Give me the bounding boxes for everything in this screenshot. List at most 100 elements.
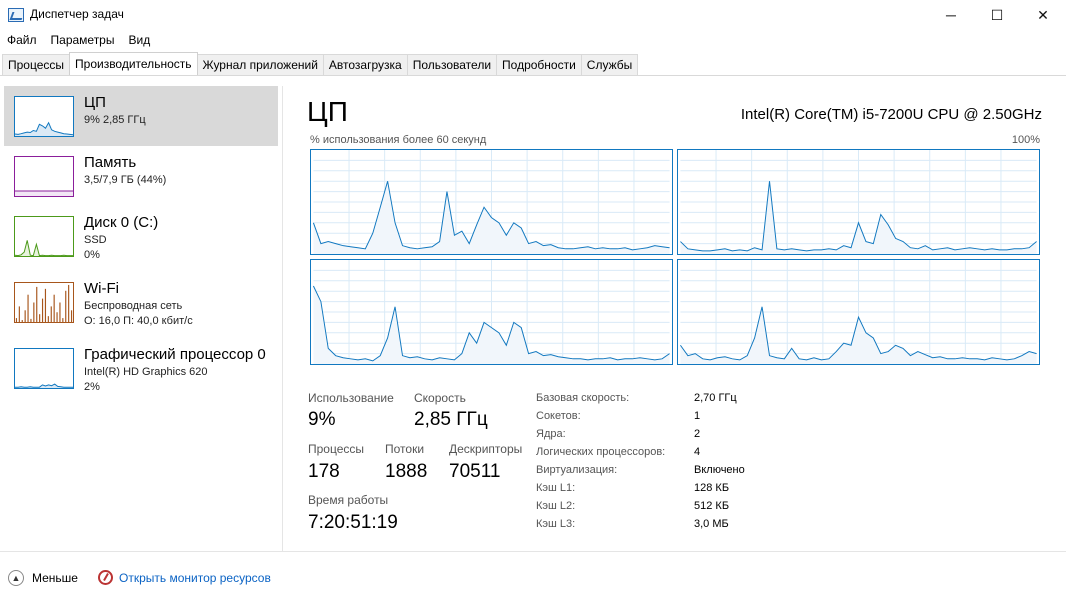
window-title: Диспетчер задач [30, 7, 124, 21]
cpu-thumbnail-graph [14, 96, 74, 137]
resource-detail: 0% [84, 249, 100, 261]
usage-area [680, 181, 1037, 254]
spec-value-sockets: 1 [694, 410, 701, 422]
stat-value-handles: 70511 [449, 461, 501, 482]
resource-detail: SSD [84, 234, 107, 246]
core-graph-0 [310, 149, 673, 255]
wifi-bar [44, 288, 47, 322]
resource-title: Диск 0 (C:) [84, 214, 159, 231]
wifi-bar [24, 310, 26, 322]
usage-line [312, 181, 670, 251]
resource-detail: 2% [84, 381, 100, 393]
title-bar: Диспетчер задач ─ ☐ ✕ [0, 0, 1066, 30]
resource-item-memory[interactable]: Память 3,5/7,9 ГБ (44%) [4, 146, 278, 206]
chevron-up-icon: ▲ [8, 570, 24, 586]
tab-services[interactable]: Службы [580, 54, 639, 75]
close-button[interactable]: ✕ [1037, 6, 1049, 23]
resource-item-wifi[interactable]: Wi-Fi Беспроводная сеть О: 16,0 П: 40,0 … [4, 272, 278, 332]
spec-label-l1-cache: Кэш L1: [536, 482, 576, 494]
resource-detail: Беспроводная сеть [84, 300, 183, 312]
resource-item-disk[interactable]: Диск 0 (C:) SSD 0% [4, 206, 278, 266]
wifi-bar [21, 320, 23, 322]
stat-label-processes: Процессы [308, 442, 365, 456]
wifi-bar [62, 318, 64, 322]
wifi-bar [68, 284, 70, 322]
fewer-details-button[interactable]: ▲ Меньше [8, 570, 78, 586]
spec-value-logical-processors: 4 [694, 446, 701, 458]
tab-startup[interactable]: Автозагрузка [322, 54, 408, 75]
stat-label-handles: Дескрипторы [449, 442, 523, 456]
wifi-bar [70, 310, 73, 322]
resource-title: ЦП [84, 94, 106, 111]
wifi-bar [39, 314, 41, 322]
stat-value-uptime: 7:20:51:19 [308, 512, 398, 533]
stat-value-speed: 2,85 ГГц [414, 409, 488, 430]
wifi-bar [18, 306, 20, 322]
gpu-thumbnail-graph [14, 348, 74, 389]
resource-detail: 9% 2,85 ГГц [84, 114, 146, 126]
wifi-thumbnail-graph [14, 282, 74, 323]
menu-file[interactable]: Файл [7, 33, 37, 47]
resource-title: Графический процессор 0 [84, 346, 266, 363]
resource-title: Wi-Fi [84, 280, 119, 297]
thumbnail-frame [14, 348, 74, 389]
wifi-bar [41, 298, 44, 322]
tab-details[interactable]: Подробности [496, 54, 582, 75]
spec-label-virtualization: Виртуализация: [536, 464, 618, 476]
thumbnail-line [14, 240, 73, 257]
wifi-bar [53, 294, 55, 322]
spec-label-base-speed: Базовая скорость: [536, 392, 630, 404]
usage-area [313, 286, 670, 364]
resource-detail: О: 16,0 П: 40,0 кбит/с [84, 315, 193, 327]
thumbnail-frame [14, 282, 74, 323]
minimize-button[interactable]: ─ [946, 7, 956, 23]
wifi-bar [36, 286, 38, 322]
spec-value-cores: 2 [694, 428, 701, 440]
stat-label-speed: Скорость [414, 391, 466, 405]
menu-options[interactable]: Параметры [50, 33, 115, 47]
maximize-button[interactable]: ☐ [990, 6, 1004, 23]
footer-divider [0, 551, 1066, 552]
tab-app-history[interactable]: Журнал приложений [196, 54, 324, 75]
wifi-bar [65, 290, 67, 322]
wifi-bar [59, 302, 61, 322]
disk-thumbnail-graph [14, 216, 74, 257]
task-manager-icon [8, 8, 24, 22]
wifi-bar [50, 306, 52, 322]
spec-value-l3-cache: 3,0 МБ [694, 518, 729, 530]
tab-performance[interactable]: Производительность [69, 52, 198, 75]
thumbnail-frame [14, 216, 74, 257]
tab-users[interactable]: Пользователи [406, 54, 498, 75]
core-graph-2 [310, 259, 673, 365]
spec-value-l1-cache: 128 КБ [694, 482, 730, 494]
spec-label-sockets: Сокетов: [536, 410, 581, 422]
spec-value-base-speed: 2,70 ГГц [694, 392, 737, 404]
memory-fill [15, 190, 73, 196]
thumbnail-frame [14, 156, 74, 197]
menu-view[interactable]: Вид [128, 33, 151, 47]
resource-detail: Intel(R) HD Graphics 620 [84, 366, 208, 378]
core-graph-1 [677, 149, 1040, 255]
resource-item-gpu[interactable]: Графический процессор 0 Intel(R) HD Grap… [4, 338, 278, 398]
open-resource-monitor-label: Открыть монитор ресурсов [119, 570, 271, 585]
stat-label-threads: Потоки [385, 442, 425, 456]
fewer-details-label: Меньше [32, 571, 78, 585]
memory-thumbnail-graph [14, 156, 74, 197]
wifi-bar [30, 318, 32, 322]
stat-value-threads: 1888 [385, 461, 428, 482]
resource-monitor-icon [98, 570, 113, 585]
open-resource-monitor-link[interactable]: Открыть монитор ресурсов [98, 570, 271, 585]
core-graph-3 [677, 259, 1040, 365]
resource-title: Память [84, 154, 137, 171]
spec-label-l2-cache: Кэш L2: [536, 500, 576, 512]
menu-bar: Файл Параметры Вид [0, 30, 157, 50]
thumbnail-line [14, 121, 74, 136]
tab-processes[interactable]: Процессы [2, 54, 71, 75]
stat-label-uptime: Время работы [308, 493, 389, 507]
resource-list: ЦП 9% 2,85 ГГц Память 3,5/7,9 ГБ (44%) Д… [0, 86, 282, 551]
spec-label-logical-processors: Логических процессоров: [536, 446, 666, 458]
panel-divider [282, 86, 283, 551]
usage-area [680, 306, 1037, 364]
resource-item-cpu[interactable]: ЦП 9% 2,85 ГГц [4, 86, 278, 146]
usage-line [312, 285, 670, 362]
